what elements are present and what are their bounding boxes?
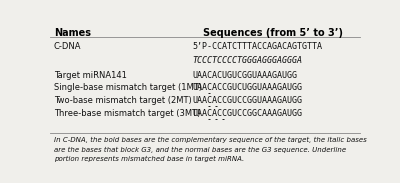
Text: Single-base mismatch target (1MT): Single-base mismatch target (1MT)	[54, 83, 202, 92]
Text: UAACACCGUCCGGCAAAGAUGG: UAACACCGUCCGGCAAAGAUGG	[193, 109, 303, 118]
Text: UAACACCGUCUGGUAAAGAUGG: UAACACCGUCUGGUAAAGAUGG	[193, 83, 303, 92]
Text: Sequences (from 5’ to 3’): Sequences (from 5’ to 3’)	[203, 28, 343, 38]
Text: In C-DNA, the bold bases are the complementary sequence of the target, the itali: In C-DNA, the bold bases are the complem…	[54, 137, 366, 143]
Text: TCCCTCCCCTGGGAGGGAGGGA: TCCCTCCCCTGGGAGGGAGGGA	[193, 57, 303, 66]
Text: Target miRNA141: Target miRNA141	[54, 71, 126, 80]
Text: portion represents mismatched base in target miRNA.: portion represents mismatched base in ta…	[54, 156, 244, 162]
Text: Two-base mismatch target (2MT): Two-base mismatch target (2MT)	[54, 96, 192, 105]
Text: are the bases that block G3, and the normal bases are the G3 sequence. Underline: are the bases that block G3, and the nor…	[54, 147, 346, 153]
Text: UAACACUGUCGGUAAAGAUGG: UAACACUGUCGGUAAAGAUGG	[193, 71, 298, 80]
Text: 5’P-CCATCTTTACCAGACAGTGTTA: 5’P-CCATCTTTACCAGACAGTGTTA	[193, 42, 323, 51]
Text: Names: Names	[54, 28, 91, 38]
Text: Three-base mismatch target (3MT): Three-base mismatch target (3MT)	[54, 109, 200, 118]
Text: C-DNA: C-DNA	[54, 42, 81, 51]
Text: UAACACCGUCCGGUAAAGAUGG: UAACACCGUCCGGUAAAGAUGG	[193, 96, 303, 105]
